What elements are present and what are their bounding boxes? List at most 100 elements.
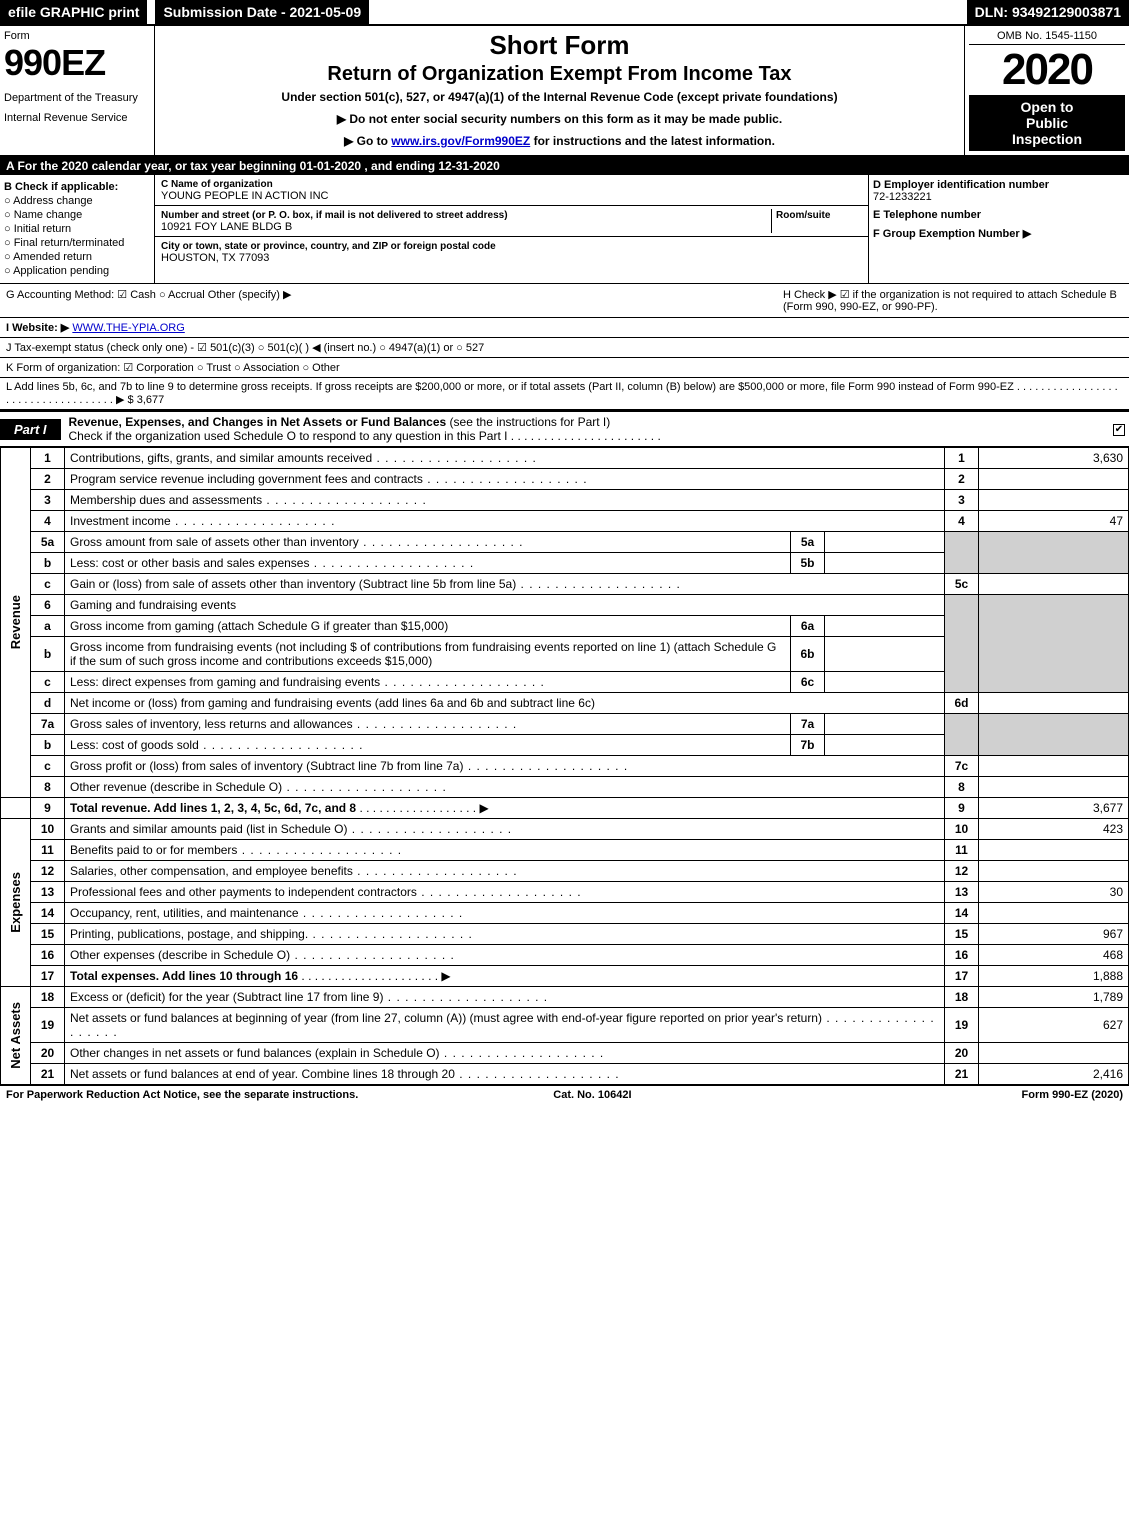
line-8-ref: 8 [945, 777, 979, 798]
line-6c-num: c [31, 672, 65, 693]
line-2-amount [979, 469, 1129, 490]
row-k-form-org: K Form of organization: ☑ Corporation ○ … [0, 358, 1129, 378]
line-17-desc: Total expenses. Add lines 10 through 16 … [65, 966, 945, 987]
street-cell: Number and street (or P. O. box, if mail… [155, 206, 868, 237]
line-9-desc: Total revenue. Add lines 1, 2, 3, 4, 5c,… [65, 798, 945, 819]
line-18-amount: 1,789 [979, 987, 1129, 1008]
website-label: I Website: ▶ [6, 322, 69, 334]
goto-post: for instructions and the latest informat… [530, 134, 775, 148]
omb-number: OMB No. 1545-1150 [969, 30, 1125, 45]
line-5ab-shade [945, 532, 979, 574]
open-inspection: Open to Public Inspection [969, 95, 1125, 151]
line-7c-desc: Gross profit or (loss) from sales of inv… [65, 756, 945, 777]
line-6c-innum: 6c [791, 672, 825, 693]
line-7c-ref: 7c [945, 756, 979, 777]
part-1-schedule-o-checkbox[interactable] [1113, 424, 1125, 436]
title-return: Return of Organization Exempt From Incom… [165, 63, 954, 86]
row-l-gross-receipts: L Add lines 5b, 6c, and 7b to line 9 to … [0, 378, 1129, 410]
line-7a-desc: Gross sales of inventory, less returns a… [65, 714, 791, 735]
line-17-ref: 17 [945, 966, 979, 987]
chk-initial-return[interactable]: Initial return [4, 223, 150, 235]
footer-paperwork: For Paperwork Reduction Act Notice, see … [6, 1089, 358, 1101]
line-6a-num: a [31, 616, 65, 637]
tax-year: 2020 [969, 45, 1125, 95]
line-6d-ref: 6d [945, 693, 979, 714]
org-name-label: C Name of organization [161, 179, 273, 190]
line-19-ref: 19 [945, 1008, 979, 1043]
chk-final-return[interactable]: Final return/terminated [4, 237, 150, 249]
line-9-num: 9 [31, 798, 65, 819]
line-6c-inval [825, 672, 945, 693]
chk-name-change[interactable]: Name change [4, 209, 150, 221]
row-i-website: I Website: ▶ WWW.THE-YPIA.ORG [0, 318, 1129, 338]
efile-label: efile GRAPHIC print [0, 0, 147, 24]
line-13-desc: Professional fees and other payments to … [65, 882, 945, 903]
line-6abc-shade [945, 595, 979, 693]
ein-value: 72-1233221 [873, 191, 932, 203]
box-b: B Check if applicable: Address change Na… [0, 175, 155, 283]
line-14-num: 14 [31, 903, 65, 924]
revenue-side-pad [1, 798, 31, 819]
insp-line1: Open to [973, 99, 1121, 115]
note-ssn: ▶ Do not enter social security numbers o… [165, 112, 954, 126]
box-c: C Name of organization YOUNG PEOPLE IN A… [155, 175, 869, 283]
irs-link[interactable]: www.irs.gov/Form990EZ [391, 134, 530, 148]
line-6b-inval [825, 637, 945, 672]
box-e: E Telephone number [873, 209, 1125, 221]
line-13-ref: 13 [945, 882, 979, 903]
line-20-num: 20 [31, 1043, 65, 1064]
line-4-amount: 47 [979, 511, 1129, 532]
line-5c-num: c [31, 574, 65, 595]
room-label: Room/suite [776, 210, 830, 221]
line-7c-amount [979, 756, 1129, 777]
line-8-amount [979, 777, 1129, 798]
footer-form-ref: Form 990-EZ (2020) [1022, 1089, 1123, 1101]
line-6b-desc: Gross income from fundraising events (no… [65, 637, 791, 672]
line-15-amount: 967 [979, 924, 1129, 945]
line-5a-inval [825, 532, 945, 553]
line-9-ref: 9 [945, 798, 979, 819]
line-8-num: 8 [31, 777, 65, 798]
org-name-cell: C Name of organization YOUNG PEOPLE IN A… [155, 175, 868, 206]
line-5b-num: b [31, 553, 65, 574]
form-number: 990EZ [4, 42, 150, 84]
part-1-check-line: Check if the organization used Schedule … [69, 429, 661, 443]
line-1-num: 1 [31, 448, 65, 469]
line-14-desc: Occupancy, rent, utilities, and maintena… [65, 903, 945, 924]
line-19-num: 19 [31, 1008, 65, 1043]
box-b-title: B Check if applicable: [4, 181, 150, 193]
line-3-num: 3 [31, 490, 65, 511]
line-10-num: 10 [31, 819, 65, 840]
box-def: D Employer identification number 72-1233… [869, 175, 1129, 283]
title-short-form: Short Form [165, 30, 954, 61]
header-right: OMB No. 1545-1150 2020 Open to Public In… [964, 26, 1129, 155]
line-12-amount [979, 861, 1129, 882]
part-1-header: Part I Revenue, Expenses, and Changes in… [0, 410, 1129, 447]
line-21-num: 21 [31, 1064, 65, 1085]
line-1-ref: 1 [945, 448, 979, 469]
line-12-ref: 12 [945, 861, 979, 882]
chk-amended-return[interactable]: Amended return [4, 251, 150, 263]
line-3-desc: Membership dues and assessments [65, 490, 945, 511]
line-10-desc: Grants and similar amounts paid (list in… [65, 819, 945, 840]
line-13-num: 13 [31, 882, 65, 903]
website-link[interactable]: WWW.THE-YPIA.ORG [72, 322, 184, 334]
line-4-ref: 4 [945, 511, 979, 532]
dept-treasury: Department of the Treasury [4, 92, 150, 104]
line-12-desc: Salaries, other compensation, and employ… [65, 861, 945, 882]
line-18-num: 18 [31, 987, 65, 1008]
subtitle: Under section 501(c), 527, or 4947(a)(1)… [165, 90, 954, 104]
line-2-num: 2 [31, 469, 65, 490]
row-l-text: L Add lines 5b, 6c, and 7b to line 9 to … [6, 381, 1118, 406]
chk-address-change[interactable]: Address change [4, 195, 150, 207]
line-5c-ref: 5c [945, 574, 979, 595]
line-8-desc: Other revenue (describe in Schedule O) [65, 777, 945, 798]
header-left: Form 990EZ Department of the Treasury In… [0, 26, 155, 155]
line-1-amount: 3,630 [979, 448, 1129, 469]
chk-application-pending[interactable]: Application pending [4, 265, 150, 277]
phone-label: E Telephone number [873, 209, 981, 221]
line-14-amount [979, 903, 1129, 924]
top-bar: efile GRAPHIC print Submission Date - 20… [0, 0, 1129, 26]
line-5a-desc: Gross amount from sale of assets other t… [65, 532, 791, 553]
line-21-ref: 21 [945, 1064, 979, 1085]
